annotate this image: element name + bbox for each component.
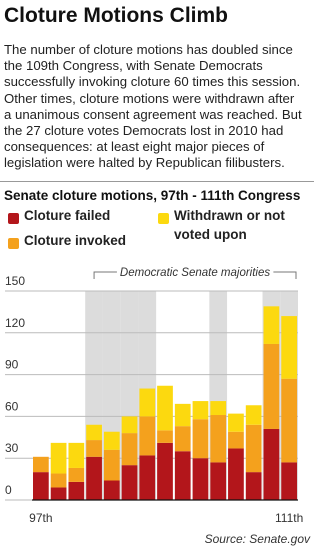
bar-segment <box>281 462 297 500</box>
bar-segment <box>121 416 138 434</box>
bar-segment <box>121 465 138 500</box>
bar-segment <box>139 388 156 417</box>
description-line: Other times, cloture motions were withdr… <box>4 90 295 106</box>
bar-segment <box>68 442 85 468</box>
bar-segment <box>68 481 85 500</box>
description-line: a unanimous consent agreement was reache… <box>4 106 302 122</box>
bar-segment <box>157 385 173 431</box>
bar-segment <box>50 442 67 474</box>
bar-segment <box>210 401 227 416</box>
x-tick-label: 97th <box>29 511 52 525</box>
bar-segment <box>68 467 85 482</box>
divider <box>0 181 314 182</box>
description-line: successfully invoking cloture 60 times t… <box>4 74 301 90</box>
bar-segment <box>86 456 102 500</box>
chart-title: Senate cloture motions, 97th - 111th Con… <box>4 188 301 203</box>
bar-segment <box>245 472 262 500</box>
bar-segment <box>103 431 120 450</box>
bar-segment <box>86 440 102 457</box>
bar-segment <box>192 401 209 420</box>
bar-segment <box>103 480 120 500</box>
bar-segment <box>228 448 244 500</box>
y-tick-label: 120 <box>5 316 25 330</box>
bar-segment <box>210 462 227 500</box>
source: Source: Senate.gov <box>205 532 311 546</box>
annotation-bg <box>116 267 274 279</box>
bar-segment <box>157 430 173 443</box>
annotation: Democratic Senate majorities <box>120 267 270 279</box>
legend-swatch <box>158 213 169 224</box>
bar-segment <box>174 403 191 427</box>
bar-segment <box>33 456 49 473</box>
bar-segment <box>245 424 262 473</box>
y-tick-label: 90 <box>5 358 19 372</box>
bar-segment <box>228 431 244 449</box>
legend-label: Cloture failed <box>24 208 111 223</box>
bar-segment <box>281 378 297 463</box>
description-line: legislation were halted by Republican fi… <box>4 155 285 171</box>
bar-segment <box>50 487 67 500</box>
legend-label: Cloture invoked <box>24 233 127 248</box>
bar-segment <box>86 424 102 441</box>
bar-segment <box>210 415 227 463</box>
bar-segment <box>281 316 297 379</box>
x-tick-label: 111th <box>275 511 303 525</box>
y-tick-label: 0 <box>5 483 12 497</box>
description-line: consequences: at least eight major piece… <box>4 139 265 155</box>
legend-label: Withdrawn or not voted upon <box>174 208 285 242</box>
bar-segment <box>121 433 138 466</box>
description: The number of cloture motions has double… <box>4 42 310 172</box>
legend-swatch <box>8 213 19 224</box>
legend-swatch <box>8 238 19 249</box>
description-line: The number of cloture motions has double… <box>4 42 293 57</box>
description-line: the 109th Congress, with Senate Democrat… <box>4 58 263 74</box>
bar-segment <box>245 405 262 425</box>
bar-segment <box>263 343 280 429</box>
bar-segment <box>192 419 209 459</box>
y-tick-label: 30 <box>5 441 19 455</box>
bar-segment <box>33 472 49 500</box>
bar-segment <box>139 416 156 456</box>
bar-segment <box>157 442 173 500</box>
y-tick-label: 60 <box>5 399 19 413</box>
y-tick-label: 150 <box>5 274 25 288</box>
title: Cloture Motions Climb <box>4 4 228 27</box>
bar-segment <box>139 455 156 500</box>
bar-segment <box>263 306 280 344</box>
bar-segment <box>174 451 191 500</box>
bar-segment <box>263 428 280 500</box>
bar-segment <box>50 473 67 488</box>
bar-segment <box>228 413 244 432</box>
description-line: the 27 cloture votes Democrats lost in 2… <box>4 123 284 139</box>
bar-segment <box>174 426 191 452</box>
bar-segment <box>103 449 120 481</box>
bar-segment <box>192 458 209 500</box>
